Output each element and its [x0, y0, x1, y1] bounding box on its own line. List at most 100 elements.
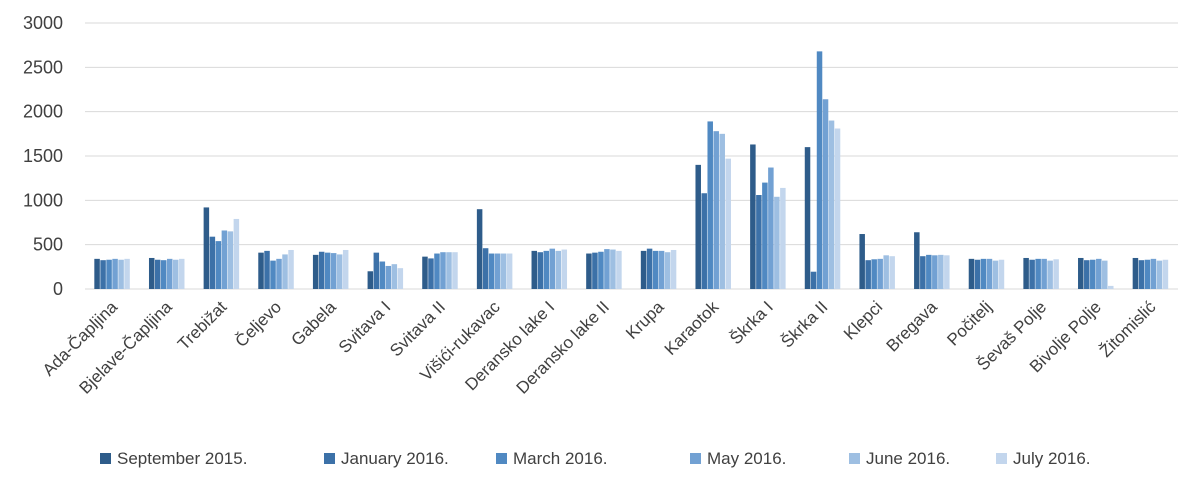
x-tick-label: Gabela	[288, 297, 341, 350]
y-tick-label: 0	[53, 279, 63, 299]
bar	[986, 258, 993, 289]
bar	[1132, 257, 1139, 289]
x-tick-label: Klepci	[840, 297, 886, 343]
legend-swatch	[496, 453, 507, 464]
bar	[670, 249, 677, 289]
bar	[810, 271, 817, 289]
bar	[725, 158, 731, 289]
bar	[500, 253, 507, 289]
legend: September 2015. January 2016. March 2016. M…	[100, 449, 1091, 468]
bar	[124, 258, 130, 289]
bar	[980, 258, 987, 289]
bar	[938, 254, 944, 289]
x-tick-label: Bregava	[883, 297, 942, 356]
bar	[719, 133, 725, 289]
bar	[112, 258, 118, 289]
bar	[1108, 285, 1114, 289]
bar	[646, 248, 653, 289]
legend-swatch	[324, 453, 335, 464]
bar	[664, 252, 671, 289]
bar	[640, 250, 647, 289]
legend-swatch	[690, 453, 701, 464]
bar	[586, 253, 592, 289]
bar	[1138, 260, 1145, 289]
legend-swatch	[996, 453, 1007, 464]
bar	[1150, 258, 1157, 289]
bar	[1144, 259, 1151, 289]
bar	[944, 255, 950, 289]
x-tick-label: Škrka I	[726, 297, 777, 348]
bar	[160, 260, 167, 289]
bar	[616, 250, 622, 289]
x-tick-label: Čeljevo	[232, 297, 286, 351]
bar	[1162, 259, 1169, 289]
bar	[592, 252, 598, 289]
bar	[1102, 260, 1108, 289]
bar	[932, 255, 938, 289]
bar	[816, 51, 823, 289]
y-tick-label: 500	[33, 235, 63, 255]
bar	[926, 254, 932, 289]
bar	[768, 167, 774, 289]
bar	[318, 251, 325, 289]
bar	[1078, 257, 1084, 289]
bar	[118, 259, 124, 289]
x-tick-label: Trebižat	[174, 297, 231, 354]
x-tick-label: Krupa	[622, 297, 668, 343]
bar	[288, 249, 294, 289]
bar	[992, 260, 999, 289]
bar	[914, 232, 920, 289]
bar	[822, 99, 829, 290]
bar	[209, 236, 216, 289]
y-tick-label: 2500	[23, 57, 63, 77]
bars	[94, 51, 1169, 290]
x-tick-label: Bjelave-Čapljina	[76, 297, 177, 398]
bar	[695, 164, 701, 289]
bar	[482, 248, 489, 289]
bar	[889, 256, 895, 289]
bar	[707, 121, 713, 289]
bar	[750, 144, 756, 289]
bar	[391, 264, 398, 289]
bar	[94, 258, 100, 289]
bar	[1041, 258, 1047, 289]
bar	[342, 249, 349, 289]
bar	[270, 260, 276, 289]
bar	[774, 196, 780, 289]
legend-label: September 2015.	[117, 449, 247, 468]
bar	[701, 193, 707, 289]
bar	[920, 256, 926, 289]
bar	[1029, 259, 1035, 289]
y-tick-label: 1000	[23, 190, 63, 210]
bar	[434, 253, 440, 289]
bar	[555, 250, 562, 289]
bar	[367, 271, 374, 289]
legend-label: March 2016.	[513, 449, 608, 468]
bar	[1035, 258, 1041, 289]
bar	[762, 182, 768, 289]
bar	[859, 234, 865, 289]
x-tick-label: Žitomislić	[1096, 297, 1160, 361]
bar	[100, 260, 106, 289]
bar	[998, 259, 1005, 289]
bar	[713, 131, 719, 289]
bar	[598, 251, 604, 289]
bar	[543, 250, 550, 289]
bar	[379, 261, 386, 289]
bar	[604, 249, 610, 289]
bar	[871, 259, 877, 289]
bar	[974, 259, 981, 289]
bar	[330, 253, 337, 289]
x-tick-label: Počitelj	[943, 297, 995, 349]
y-axis-ticks: 0 500 1000 1500 2000 2500 3000	[23, 13, 63, 299]
x-tick-label: Karaotok	[661, 297, 723, 359]
bar	[154, 259, 161, 289]
bar	[968, 258, 975, 289]
bar	[233, 218, 240, 289]
legend-swatch	[849, 453, 860, 464]
bar	[652, 250, 659, 289]
legend-label: January 2016.	[341, 449, 449, 468]
bar	[178, 258, 185, 289]
